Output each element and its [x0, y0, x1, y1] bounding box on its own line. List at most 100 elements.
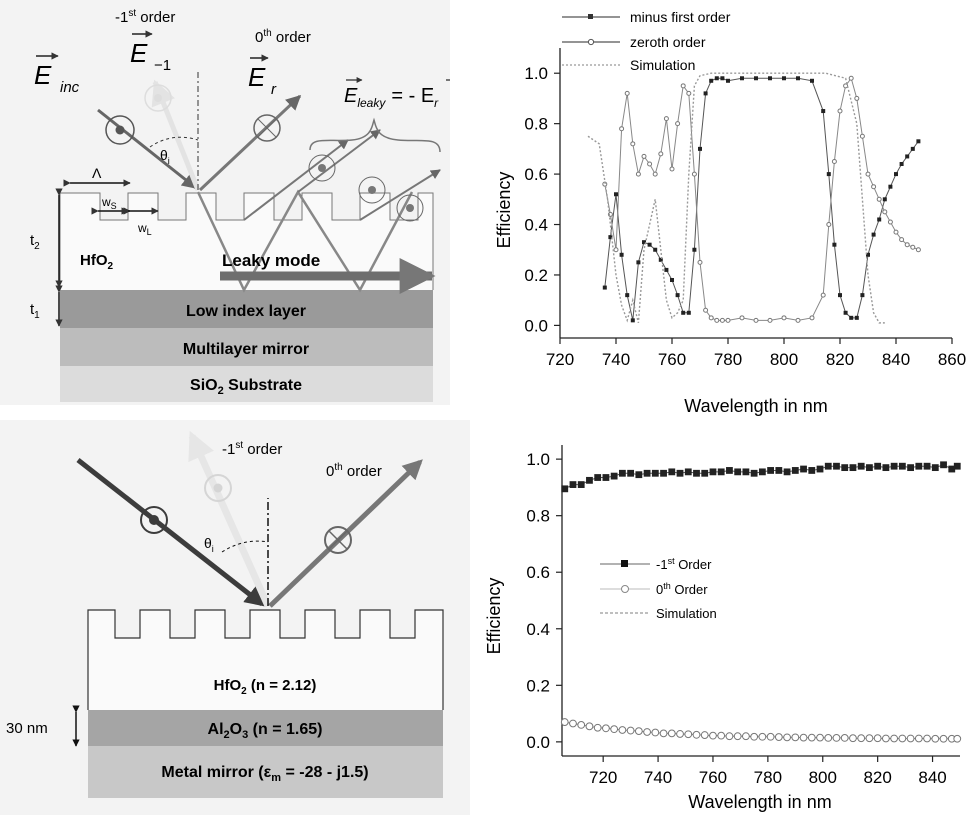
data-point	[882, 197, 887, 202]
leaky-brace	[309, 117, 441, 153]
data-point	[837, 108, 843, 114]
data-point	[898, 462, 906, 470]
bottom-angle-arc	[221, 540, 269, 553]
data-point	[905, 154, 910, 159]
incident-beam	[97, 108, 198, 190]
data-point	[774, 733, 783, 741]
data-point	[714, 317, 720, 323]
leaky-mode-label: Leaky mode	[222, 251, 320, 270]
e-minus1-label: E −1	[130, 30, 171, 74]
data-point	[593, 723, 602, 732]
data-point	[641, 153, 647, 159]
svg-text:E: E	[34, 60, 52, 90]
data-point	[586, 476, 593, 484]
legend-label: 0th Order	[656, 581, 708, 597]
t1-label: t1	[30, 301, 40, 321]
data-point	[619, 126, 625, 132]
data-point	[824, 734, 833, 742]
data-point	[849, 464, 857, 472]
data-point	[768, 76, 772, 81]
data-point	[923, 462, 931, 470]
data-point	[953, 734, 962, 743]
leaky-ray-3	[359, 169, 441, 221]
data-point	[810, 78, 814, 83]
data-point	[734, 468, 742, 476]
data-point	[725, 317, 731, 323]
data-point	[740, 76, 744, 81]
data-point	[624, 90, 630, 96]
data-point	[630, 318, 635, 323]
legend-label: minus first order	[630, 9, 731, 25]
data-point	[626, 726, 635, 735]
data-point	[675, 121, 681, 127]
x-tick-label: 800	[809, 768, 837, 787]
x-tick-label: 820	[863, 768, 891, 787]
data-point	[824, 462, 832, 470]
data-point	[714, 76, 719, 81]
data-point	[720, 76, 725, 81]
x-tick-label: 720	[546, 350, 574, 369]
data-point	[826, 172, 831, 177]
data-point	[843, 310, 848, 315]
data-point	[915, 462, 923, 470]
leaky-equation: Eleaky = - Er	[344, 77, 463, 110]
data-point	[832, 242, 837, 247]
data-point	[953, 462, 961, 470]
data-point	[750, 732, 759, 741]
leaky-polarization-icons	[308, 154, 424, 222]
bottom-minus-first-polarization-icon	[204, 474, 232, 502]
minus-first-order-label: -1st order	[115, 8, 175, 26]
data-point	[653, 247, 658, 252]
y-tick-label: 0.0	[524, 316, 548, 335]
y-tick-label: 0.6	[526, 563, 550, 582]
data-point	[670, 278, 674, 282]
series-line-0	[564, 464, 958, 490]
bottom-grating-svg: Al2O3 (n = 1.65) Metal mirror (εm = -28 …	[6, 430, 444, 798]
data-point	[841, 464, 849, 472]
data-point	[663, 116, 669, 122]
data-point	[831, 158, 837, 164]
data-point	[800, 465, 807, 473]
data-point	[608, 235, 613, 240]
y-tick-label: 0.4	[526, 620, 550, 639]
data-point	[680, 83, 686, 89]
data-point	[910, 146, 915, 151]
data-point	[675, 293, 680, 298]
leaky-ray-2	[297, 129, 381, 193]
ws-label: wS	[101, 195, 117, 211]
t2-label: t2	[30, 232, 40, 252]
metal-mirror-layer	[88, 746, 443, 798]
data-point	[833, 462, 840, 470]
data-point	[890, 734, 899, 743]
data-point	[602, 285, 607, 290]
low-index-layer	[60, 290, 433, 328]
data-point	[634, 727, 643, 736]
data-point	[783, 733, 791, 742]
x-tick-label: 760	[699, 768, 727, 787]
angle-arc	[149, 136, 199, 148]
data-point	[854, 315, 859, 320]
data-point	[643, 469, 651, 477]
data-point	[808, 467, 816, 474]
data-point	[865, 734, 874, 743]
y-tick-label: 0.8	[524, 115, 548, 134]
data-point	[725, 732, 734, 741]
metal-mirror-label: Metal mirror (εm = -28 - j1.5)	[161, 764, 368, 784]
data-point	[906, 734, 915, 743]
multilayer-mirror-label: Multilayer mirror	[183, 341, 309, 358]
data-point	[816, 733, 824, 742]
data-point	[627, 469, 635, 477]
data-point	[916, 139, 921, 144]
data-point	[758, 468, 766, 476]
y-tick-label: 1.0	[526, 450, 550, 469]
data-point	[667, 729, 676, 738]
hfo2-label: HfO2	[80, 252, 114, 272]
data-point	[709, 468, 717, 476]
data-point	[569, 719, 577, 728]
data-point	[791, 467, 799, 474]
data-point	[697, 259, 703, 265]
data-point	[733, 732, 742, 741]
minus-first-order-beam	[151, 79, 201, 191]
data-point	[890, 462, 898, 470]
data-point	[614, 192, 618, 197]
